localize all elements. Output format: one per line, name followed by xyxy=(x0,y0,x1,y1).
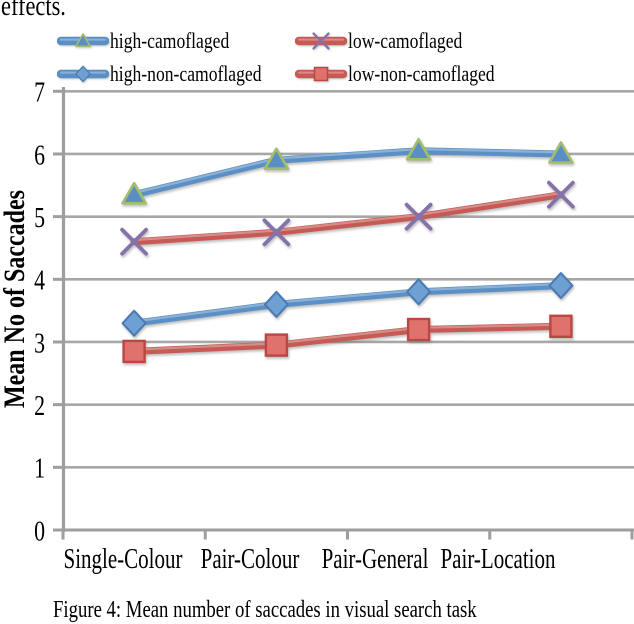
series-line-gloss xyxy=(133,147,562,195)
series-line xyxy=(130,147,565,199)
x-category-label: Single-Colour xyxy=(64,544,184,575)
marker-square xyxy=(264,333,289,357)
figure-caption: Figure 4: Mean number of saccades in vis… xyxy=(53,597,477,623)
legend-item-high-non-camoflaged: high-non-camoflaged xyxy=(57,61,299,87)
chart-legend: high-camoflaged low-camoflaged high-non-ca… xyxy=(0,0,634,92)
series-line-gloss xyxy=(133,323,562,351)
x-icon xyxy=(312,32,330,50)
y-tick-label: 3 xyxy=(34,329,45,359)
x-category-label: Pair-Colour xyxy=(201,544,300,575)
marker-x xyxy=(547,180,575,209)
x-category-label: Pair-General xyxy=(322,544,429,575)
marker-square xyxy=(122,339,146,364)
marker-x xyxy=(404,202,433,231)
series-high-camoflaged xyxy=(121,138,574,205)
marker-square xyxy=(406,317,431,342)
legend-swatch xyxy=(295,32,347,50)
series-line xyxy=(130,282,565,327)
x-category-label: Pair-Location xyxy=(441,544,556,575)
legend-item-low-non-camoflaged: low-non-camoflaged xyxy=(295,61,531,87)
series-high-non-camoflaged xyxy=(121,272,574,337)
series-low-camoflaged xyxy=(120,180,575,256)
marker-diamond xyxy=(263,290,289,318)
marker-diamond xyxy=(121,309,147,337)
diamond-icon xyxy=(75,65,91,83)
marker-triangle xyxy=(405,138,432,161)
triangle-icon xyxy=(75,33,91,48)
y-tick-label: 4 xyxy=(34,266,45,296)
marker-triangle xyxy=(263,147,290,170)
legend-label: high-camoflaged xyxy=(110,28,230,53)
page-top-text-fragment: effects. xyxy=(1,0,66,22)
legend-swatch xyxy=(57,65,109,83)
y-tick-label: 7 xyxy=(34,78,45,108)
marker-x xyxy=(262,218,291,247)
y-tick-label: 5 xyxy=(34,203,45,233)
marker-triangle xyxy=(548,141,574,164)
series-line xyxy=(130,191,565,246)
y-tick-label: 2 xyxy=(34,392,45,422)
square-icon xyxy=(313,66,329,82)
legend-label: low-camoflaged xyxy=(348,28,463,53)
series-line xyxy=(130,322,565,355)
marker-diamond xyxy=(548,272,574,300)
marker-diamond xyxy=(406,278,432,306)
y-tick-label: 6 xyxy=(34,141,45,171)
legend-label: high-non-camoflaged xyxy=(110,61,262,86)
legend-swatch xyxy=(57,33,109,48)
series-line-gloss xyxy=(133,282,562,323)
y-tick-label: 1 xyxy=(34,454,45,484)
marker-triangle xyxy=(121,181,147,205)
legend-label: low-non-camoflaged xyxy=(348,61,495,86)
marker-x xyxy=(120,227,149,256)
series-low-non-camoflaged xyxy=(122,314,573,364)
y-axis-title: Mean No of Saccades xyxy=(0,190,31,408)
series-line-gloss xyxy=(133,191,562,242)
legend-item-low-camoflaged: low-camoflaged xyxy=(295,28,491,54)
legend-item-high-camoflaged: high-camoflaged xyxy=(57,28,259,54)
y-tick-label: 0 xyxy=(34,517,45,547)
legend-swatch xyxy=(295,66,347,82)
marker-square xyxy=(549,314,573,338)
